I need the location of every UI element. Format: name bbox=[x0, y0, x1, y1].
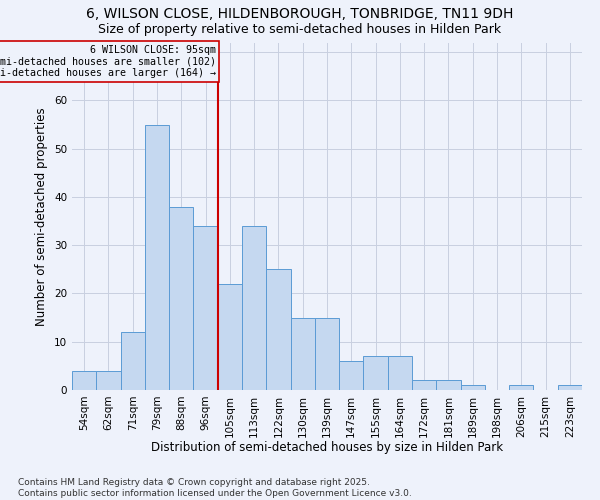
Bar bbox=[436, 380, 461, 390]
X-axis label: Distribution of semi-detached houses by size in Hilden Park: Distribution of semi-detached houses by … bbox=[151, 441, 503, 454]
Bar bbox=[412, 380, 436, 390]
Bar bbox=[339, 361, 364, 390]
Bar bbox=[193, 226, 218, 390]
Bar bbox=[290, 318, 315, 390]
Bar bbox=[315, 318, 339, 390]
Bar bbox=[145, 124, 169, 390]
Text: 6, WILSON CLOSE, HILDENBOROUGH, TONBRIDGE, TN11 9DH: 6, WILSON CLOSE, HILDENBOROUGH, TONBRIDG… bbox=[86, 8, 514, 22]
Y-axis label: Number of semi-detached properties: Number of semi-detached properties bbox=[35, 107, 49, 326]
Text: 6 WILSON CLOSE: 95sqm
← 38% of semi-detached houses are smaller (102)
 61% of se: 6 WILSON CLOSE: 95sqm ← 38% of semi-deta… bbox=[0, 45, 216, 78]
Bar bbox=[388, 356, 412, 390]
Bar bbox=[121, 332, 145, 390]
Bar bbox=[364, 356, 388, 390]
Bar bbox=[169, 206, 193, 390]
Text: Contains HM Land Registry data © Crown copyright and database right 2025.
Contai: Contains HM Land Registry data © Crown c… bbox=[18, 478, 412, 498]
Bar bbox=[96, 370, 121, 390]
Bar bbox=[509, 385, 533, 390]
Bar bbox=[242, 226, 266, 390]
Bar bbox=[266, 270, 290, 390]
Bar bbox=[558, 385, 582, 390]
Bar bbox=[72, 370, 96, 390]
Text: Size of property relative to semi-detached houses in Hilden Park: Size of property relative to semi-detach… bbox=[98, 22, 502, 36]
Bar bbox=[218, 284, 242, 390]
Bar bbox=[461, 385, 485, 390]
